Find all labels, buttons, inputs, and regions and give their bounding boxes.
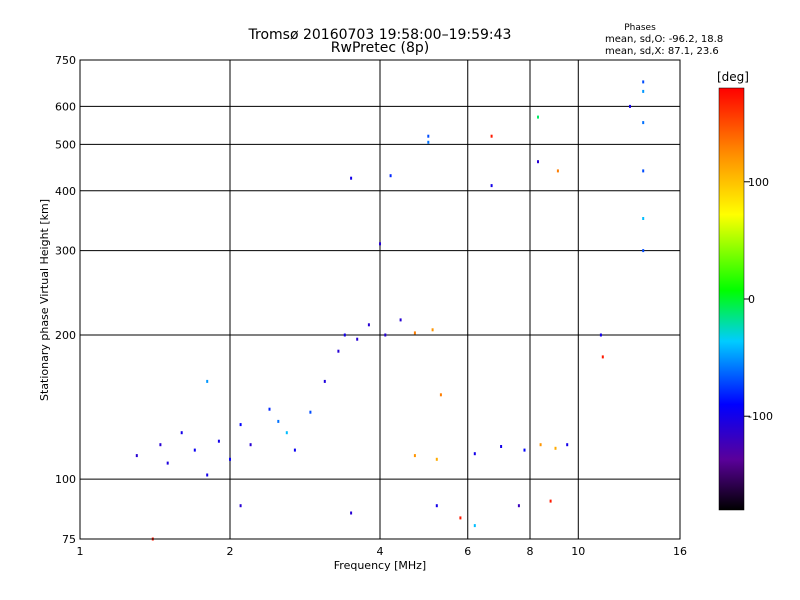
- data-point: [599, 333, 602, 337]
- data-point: [427, 134, 430, 138]
- colorbar-unit-label: [deg]: [717, 70, 749, 84]
- data-point: [356, 337, 359, 341]
- data-point: [642, 169, 645, 173]
- colorbar-tick-label: 100: [748, 176, 769, 189]
- y-tick-label: 500: [55, 138, 76, 151]
- data-point: [566, 443, 569, 447]
- data-point: [229, 457, 231, 461]
- data-point: [413, 454, 416, 458]
- data-point: [206, 379, 209, 383]
- data-point: [206, 473, 209, 477]
- data-point: [500, 445, 503, 448]
- data-point: [193, 448, 196, 452]
- data-point: [309, 410, 312, 414]
- data-point: [343, 333, 346, 337]
- data-point: [379, 242, 381, 246]
- colorbar-ticks: 100 0 -100: [744, 176, 773, 423]
- x-tick-label: 8: [527, 545, 534, 558]
- y-tick-label: 300: [55, 245, 76, 258]
- data-point: [459, 516, 462, 520]
- data-point: [350, 511, 353, 515]
- x-tick-label: 16: [673, 545, 687, 558]
- data-point: [268, 407, 271, 411]
- data-point: [642, 249, 645, 253]
- x-tick-label: 10: [571, 545, 585, 558]
- data-point: [180, 431, 183, 435]
- data-point: [217, 439, 220, 443]
- data-point: [642, 217, 645, 220]
- chart-title-line1: Tromsø 20160703 19:58:00–19:59:43: [248, 27, 512, 43]
- data-point: [431, 328, 434, 332]
- y-tick-label: 750: [55, 54, 76, 67]
- data-point: [517, 504, 520, 508]
- axis-ticks: 1 2 4 6 8 10 16 75 100 200 300 400 500 600 750: [55, 54, 687, 558]
- y-tick-label: 200: [55, 329, 76, 342]
- plot-frame: [79, 59, 681, 540]
- data-point: [337, 349, 340, 353]
- data-point: [642, 89, 645, 93]
- chart-title-line2: RwPretec (8p): [330, 40, 430, 56]
- grid-lines: [80, 60, 680, 539]
- data-point: [537, 160, 539, 164]
- phase-x-stats: mean, sd,X: 87.1, 23.6: [605, 46, 719, 57]
- data-point: [350, 176, 353, 180]
- data-point: [285, 431, 288, 435]
- data-point: [642, 80, 645, 84]
- x-tick-label: 2: [227, 545, 234, 558]
- data-point: [413, 331, 416, 335]
- data-point: [439, 393, 442, 397]
- y-tick-label: 400: [55, 185, 76, 198]
- data-point: [473, 524, 476, 528]
- phase-heading: Phases: [624, 23, 656, 33]
- data-point: [427, 140, 430, 144]
- colorbar: [718, 87, 745, 511]
- data-point: [601, 355, 604, 359]
- data-point: [556, 169, 559, 173]
- data-point: [537, 115, 539, 119]
- phase-o-stats: mean, sd,O: -96.2, 18.8: [605, 34, 724, 45]
- data-point: [389, 174, 392, 178]
- data-point: [490, 134, 493, 138]
- data-point: [629, 104, 631, 108]
- data-point: [435, 504, 438, 508]
- data-point: [239, 423, 242, 427]
- x-tick-label: 1: [77, 545, 84, 558]
- colorbar-tick-label: -100: [748, 410, 773, 423]
- data-point: [399, 318, 402, 322]
- data-point: [642, 121, 645, 125]
- data-point: [323, 379, 326, 383]
- data-points: [135, 80, 645, 541]
- y-tick-label: 100: [55, 473, 76, 486]
- y-tick-label: 75: [62, 533, 76, 546]
- x-axis-label: Frequency [MHz]: [334, 559, 426, 572]
- data-point: [384, 333, 387, 337]
- colorbar-tick-label: 0: [748, 293, 755, 306]
- y-tick-label: 600: [55, 100, 76, 113]
- data-point: [490, 184, 493, 188]
- data-point: [135, 454, 138, 458]
- data-point: [166, 461, 169, 465]
- data-point: [539, 443, 542, 447]
- data-point: [549, 499, 552, 503]
- y-axis-label: Stationary phase Virtual Height [km]: [38, 199, 51, 401]
- data-point: [435, 457, 438, 461]
- data-point: [249, 443, 252, 447]
- data-point: [277, 419, 280, 423]
- data-point: [367, 323, 370, 327]
- x-tick-label: 6: [464, 545, 471, 558]
- data-point: [293, 448, 296, 452]
- data-point: [159, 443, 162, 447]
- data-point: [523, 448, 526, 452]
- data-point: [554, 446, 557, 450]
- x-tick-label: 4: [377, 545, 384, 558]
- data-point: [473, 452, 476, 456]
- data-point: [239, 504, 242, 508]
